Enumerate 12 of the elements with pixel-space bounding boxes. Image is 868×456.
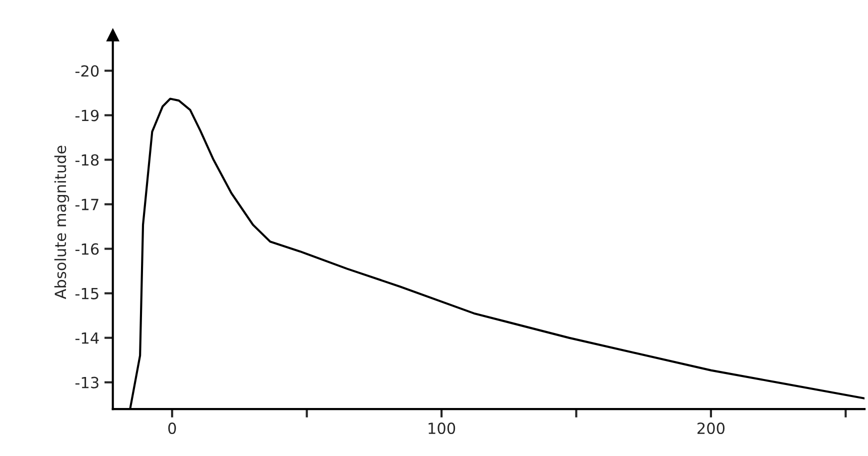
y-tick-label: -15: [75, 288, 98, 300]
x-tick-label: 0: [168, 422, 176, 434]
x-tick-label: 100: [428, 422, 456, 434]
x-tick-label: 200: [697, 422, 725, 434]
y-tick-label: -20: [75, 65, 99, 77]
y-tick-label: -19: [75, 110, 99, 122]
y-tick-label: -16: [75, 243, 99, 255]
y-tick-label: -18: [75, 154, 99, 166]
y-tick-label: -17: [75, 198, 98, 210]
y-tick-label: -13: [75, 376, 98, 388]
y-tick-label: -14: [75, 332, 99, 344]
y-axis-title: Absolute magnitude: [54, 146, 70, 300]
